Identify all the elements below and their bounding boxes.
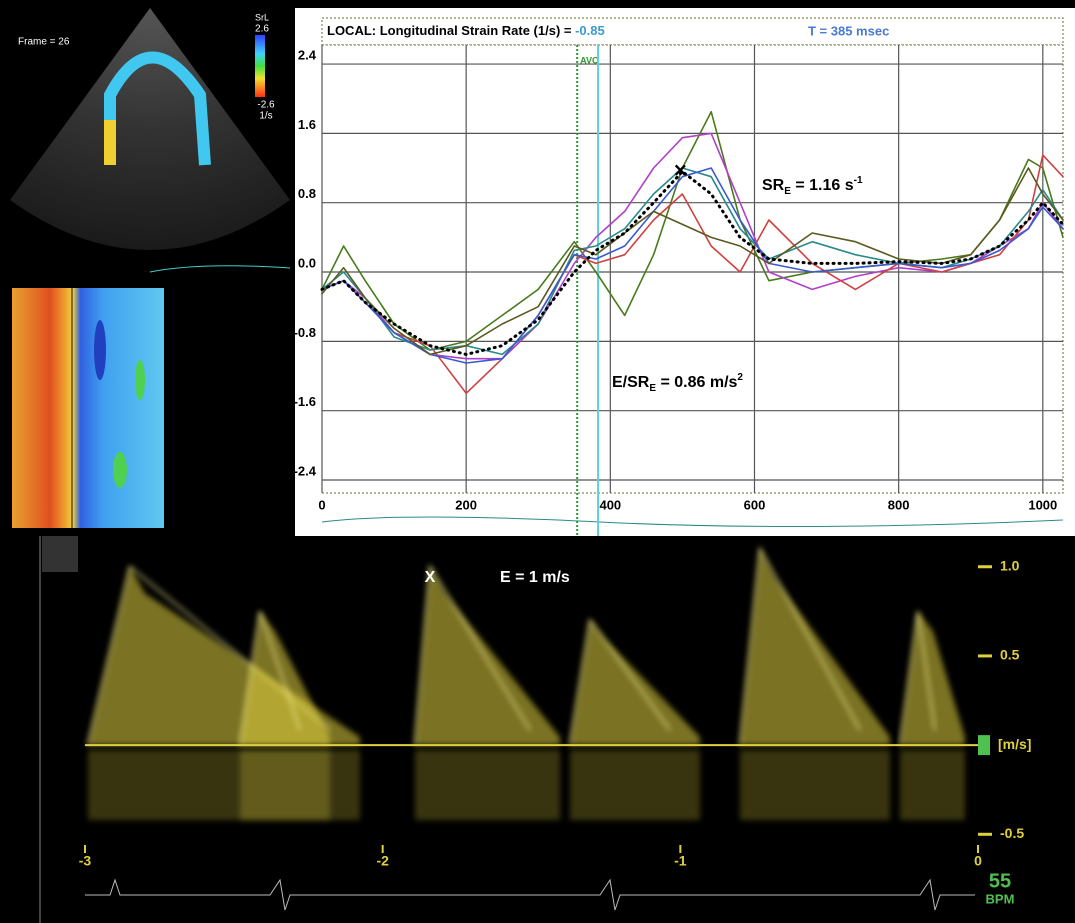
strain-ecg: [321, 516, 1064, 528]
doppler-edge: [899, 611, 936, 746]
y-tick-label: 1.0: [1000, 557, 1020, 573]
y-unit: [m/s]: [998, 736, 1031, 752]
colorbar-title: SrL: [255, 12, 269, 22]
annotation-text: SR: [762, 177, 785, 194]
series-line: [320, 170, 1065, 356]
doppler-edge: [414, 563, 531, 746]
series-line: [321, 167, 1064, 356]
x-tick-label: -3: [79, 853, 92, 869]
time-label: T = 385 msec: [808, 23, 889, 38]
annotation-sub: E: [649, 383, 656, 394]
y-tick-label: -1.6: [294, 394, 316, 409]
annotation: SRE = 1.16 s-1: [762, 175, 863, 197]
peak-marker: ×: [674, 157, 687, 182]
chart-title: LOCAL: Longitudinal Strain Rate (1/s) = …: [327, 23, 605, 38]
doppler-envelope: [415, 566, 560, 746]
doppler-edge: [569, 617, 671, 746]
echo-ecg: [149, 265, 291, 273]
annotation-sup: -1: [854, 175, 863, 186]
heart-rate-unit: BPM: [986, 891, 1015, 906]
echo-fan: [10, 8, 290, 250]
m-mode-blob: [135, 360, 145, 400]
doppler-reverse: [415, 750, 560, 821]
x-tick-label: 600: [744, 497, 766, 512]
x-tick-label: 200: [455, 497, 477, 512]
plot-area: [321, 44, 1064, 494]
doppler-envelope: [240, 611, 330, 746]
zero-marker: [978, 735, 990, 756]
y-tick-label: 0.8: [298, 186, 316, 201]
annotation: E = 1 m/s: [500, 569, 570, 586]
colorbar-unit: 1/s: [259, 111, 272, 122]
x-tick-label: -2: [376, 853, 389, 869]
colorbar: [255, 35, 265, 97]
y-tick-label: 1.6: [298, 117, 316, 132]
annotation: X: [425, 569, 436, 586]
y-tick-label: 2.4: [298, 48, 317, 63]
y-tick-label: 0.0: [298, 255, 316, 270]
annotation-sup: 2: [737, 372, 743, 383]
colorbar-min: -2.6: [257, 100, 275, 111]
y-tick-label: -0.5: [1000, 825, 1024, 841]
x-tick-label: 400: [599, 497, 621, 512]
doppler-reverse: [240, 750, 330, 821]
strain-arc: [104, 51, 211, 166]
title-text: LOCAL: Longitudinal Strain Rate (1/s) =: [327, 23, 575, 38]
annotation: E/SRE = 0.86 m/s2: [612, 372, 743, 394]
doppler-reverse: [900, 750, 965, 821]
doppler-envelope: [900, 611, 965, 746]
m-mode: [12, 288, 164, 528]
doppler-reverse: [740, 750, 890, 821]
colorbar-max: 2.6: [255, 24, 269, 35]
marker-label: AVC: [580, 55, 599, 65]
x-tick-label: 800: [888, 497, 910, 512]
doppler-corner: [42, 536, 78, 572]
annotation-sub: E: [784, 186, 791, 197]
y-tick-label: -0.8: [294, 325, 316, 340]
title-value: -0.85: [575, 23, 605, 38]
heart-rate: 55: [989, 870, 1011, 892]
doppler-edge: [239, 611, 301, 746]
y-tick-label: 0.5: [1000, 647, 1020, 663]
annotation-text: E/SR: [612, 374, 650, 391]
frame-label: Frame = 26: [18, 37, 70, 48]
m-mode-blob: [113, 452, 127, 488]
x-tick-label: 0: [318, 497, 325, 512]
doppler-edge: [739, 545, 861, 746]
annotation-text: = 1.16 s: [791, 177, 854, 194]
x-tick-label: 1000: [1028, 497, 1057, 512]
x-tick-label: 0: [974, 853, 982, 869]
x-tick-label: -1: [674, 853, 687, 869]
m-mode-blob: [94, 320, 106, 380]
doppler-ecg: [85, 878, 975, 911]
doppler-reverse: [570, 750, 700, 821]
annotation-text: = 0.86 m/s: [656, 374, 737, 391]
y-tick-label: -2.4: [294, 463, 317, 478]
